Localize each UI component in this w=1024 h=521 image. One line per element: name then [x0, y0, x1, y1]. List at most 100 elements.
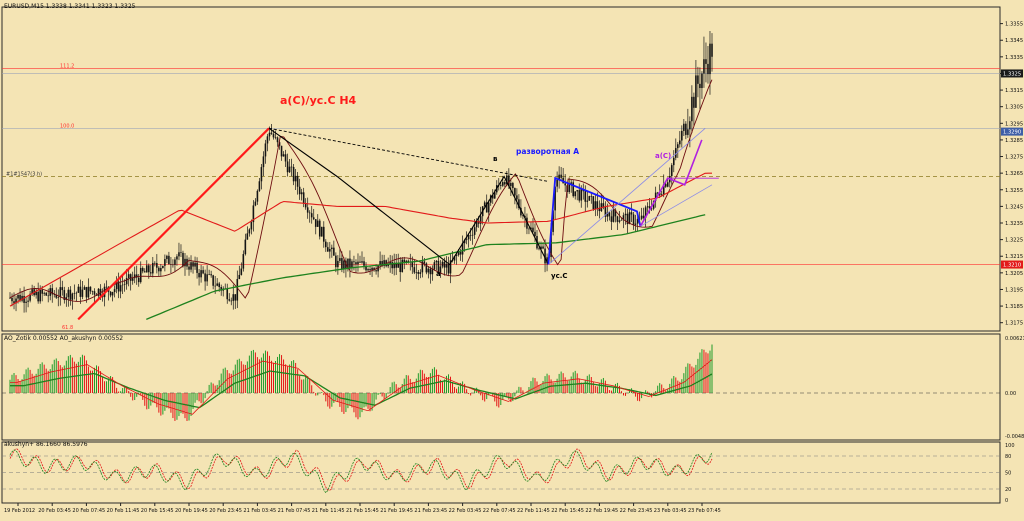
wave-violet-ac	[639, 139, 703, 227]
ao-axis-top: 0.00621	[1005, 336, 1024, 342]
candle-body	[174, 259, 176, 265]
candle-body	[685, 123, 687, 135]
level-blue-badge-bg	[1001, 127, 1023, 136]
time-axis-label: 21 Feb 03:45	[243, 508, 276, 514]
wave-red-impulse	[77, 127, 270, 321]
candle-body	[437, 260, 440, 274]
label-a: а	[436, 270, 441, 278]
candle-body	[105, 286, 108, 288]
time-axis-label: 20 Feb 03:45	[38, 508, 71, 514]
candle-body	[580, 188, 583, 201]
level-dash-label: #1#1547(3.h)	[6, 171, 42, 177]
candle-body	[622, 215, 625, 221]
candle-body	[264, 143, 267, 157]
candle-body	[188, 266, 190, 270]
candle-body	[244, 239, 247, 255]
candle-body	[131, 278, 134, 281]
candle-body	[186, 258, 188, 267]
candle-body	[576, 190, 579, 192]
candle-body	[55, 294, 58, 298]
candle-body	[626, 213, 629, 225]
candle-body	[236, 279, 239, 301]
candle-body	[306, 207, 309, 213]
candle-body	[27, 300, 29, 302]
candle-body	[642, 215, 645, 218]
candle-body	[349, 258, 351, 268]
level-red-badge-bg	[1001, 260, 1023, 269]
candle-body	[216, 283, 218, 286]
time-axis-label: 22 Feb 11:45	[517, 508, 550, 514]
candle-body	[276, 137, 279, 143]
candle-body	[670, 165, 673, 177]
osc-line-green	[9, 449, 713, 494]
candle-body	[624, 213, 627, 216]
candle-body	[89, 286, 92, 292]
candle-body	[552, 210, 554, 232]
price-axis-label: 1.3225	[1005, 238, 1023, 244]
candle-body	[176, 256, 178, 260]
candle-body	[43, 292, 45, 294]
time-axis-label: 21 Feb 07:45	[278, 508, 311, 514]
candle-body	[51, 288, 54, 295]
candle-body	[397, 263, 400, 268]
candle-body	[83, 287, 86, 290]
candle-body	[280, 145, 283, 157]
candle-body	[383, 260, 385, 266]
candle-body	[232, 294, 235, 301]
candle-body	[457, 251, 460, 256]
candle-body	[119, 285, 122, 292]
candle-body	[230, 300, 233, 302]
candle-body	[71, 293, 74, 300]
candle-body	[252, 205, 255, 223]
candle-body	[439, 266, 442, 274]
candle-body	[327, 247, 329, 252]
candle-body	[127, 274, 130, 279]
candle-body	[504, 182, 506, 185]
candle-body	[681, 130, 683, 141]
price-axis-label: 1.3275	[1005, 155, 1023, 161]
candle-body	[574, 191, 577, 197]
candle-body	[693, 96, 695, 108]
candle-body	[17, 294, 19, 299]
candle-body	[296, 175, 299, 187]
candle-body	[145, 265, 148, 273]
candle-body	[449, 260, 452, 274]
candle-body	[160, 267, 162, 272]
level-red-badge: 1.3210	[1003, 263, 1021, 269]
candle-body	[202, 270, 204, 274]
candle-body	[125, 278, 128, 285]
candle-body	[592, 196, 595, 210]
candle-body	[433, 262, 436, 270]
osc-axis-label: 80	[1005, 454, 1011, 460]
candle-body	[689, 121, 691, 130]
candle-body	[570, 182, 572, 184]
label-b: в	[493, 155, 498, 163]
osc-axis-label: 0	[1005, 498, 1008, 504]
candle-body	[198, 272, 200, 278]
candle-body	[506, 175, 508, 185]
price-axis-label: 1.3185	[1005, 304, 1023, 310]
candle-body	[664, 184, 667, 187]
candle-body	[39, 289, 41, 302]
candle-body	[389, 262, 391, 265]
time-axis-label: 20 Feb 23:45	[209, 508, 242, 514]
candle-body	[226, 288, 229, 300]
candle-body	[656, 192, 659, 194]
candle-body	[310, 213, 313, 218]
panel-frame-1	[1, 333, 1001, 441]
candle-body	[381, 261, 383, 266]
candle-body	[528, 228, 530, 230]
candle-body	[648, 206, 651, 209]
candle-body	[91, 291, 94, 292]
candle-body	[572, 182, 575, 197]
fib-label-100: 100.0	[60, 123, 74, 129]
time-axis-label: 20 Feb 15:45	[141, 508, 174, 514]
candle-body	[361, 261, 363, 263]
candle-body	[514, 188, 516, 196]
candle-body	[610, 216, 613, 222]
candle-body	[614, 209, 617, 217]
candle-body	[25, 301, 27, 303]
candle-body	[534, 231, 536, 237]
